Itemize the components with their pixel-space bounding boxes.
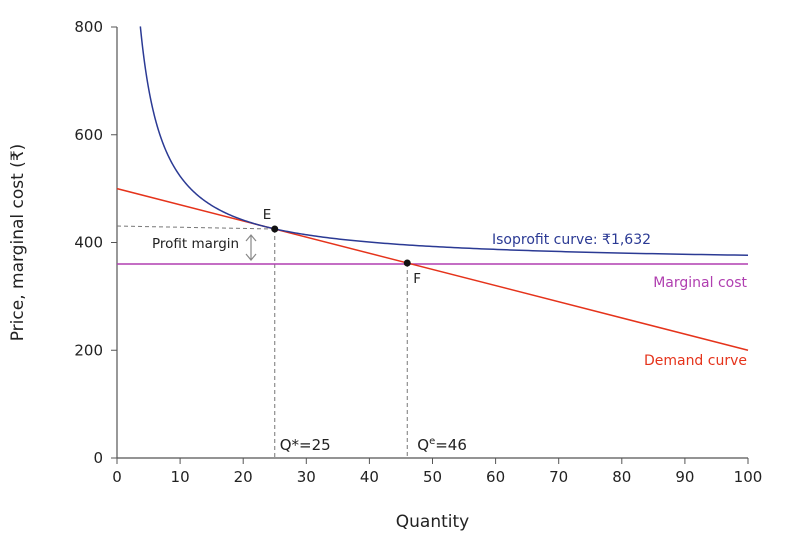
x-tick-label: 80 (612, 468, 631, 486)
price-guide (116, 225, 275, 230)
x-tick-label: 90 (675, 468, 694, 486)
x-tick-label: 0 (112, 468, 122, 486)
x-tick-label: 10 (171, 468, 190, 486)
point-e-label: E (263, 207, 272, 223)
y-tick-label: 400 (74, 234, 103, 252)
x-tick-label: 20 (234, 468, 253, 486)
point-f (403, 259, 411, 267)
profit-margin-label: Profit margin (152, 236, 239, 252)
y-axis-label: Price, marginal cost (₹) (8, 144, 28, 342)
isoprofit-curve (139, 26, 749, 257)
demand-curve-label: Demand curve (644, 353, 747, 369)
x-tick-label: 70 (549, 468, 568, 486)
y-tick-label: 800 (74, 18, 103, 36)
x-axis-label: Quantity (396, 512, 469, 532)
point-f-label: F (413, 271, 421, 287)
x-tick-label: 30 (297, 468, 316, 486)
x-tick-label: 50 (423, 468, 442, 486)
y-tick-label: 600 (74, 126, 103, 144)
isoprofit-label: Isoprofit curve: ₹1,632 (492, 232, 651, 248)
x-tick-label: 40 (360, 468, 379, 486)
q-e-label: Qe=46 (417, 436, 467, 454)
x-tick-label: 60 (486, 468, 505, 486)
profit-margin-arrowheads (245, 234, 257, 261)
demand-curve (116, 187, 749, 351)
x-tick-label: 100 (734, 468, 763, 486)
point-e (271, 225, 279, 233)
marginal-cost-label: Marginal cost (653, 275, 747, 291)
y-tick-label: 0 (93, 449, 103, 467)
q-star-label: Q*=25 (280, 436, 331, 454)
y-tick-label: 200 (74, 341, 103, 359)
